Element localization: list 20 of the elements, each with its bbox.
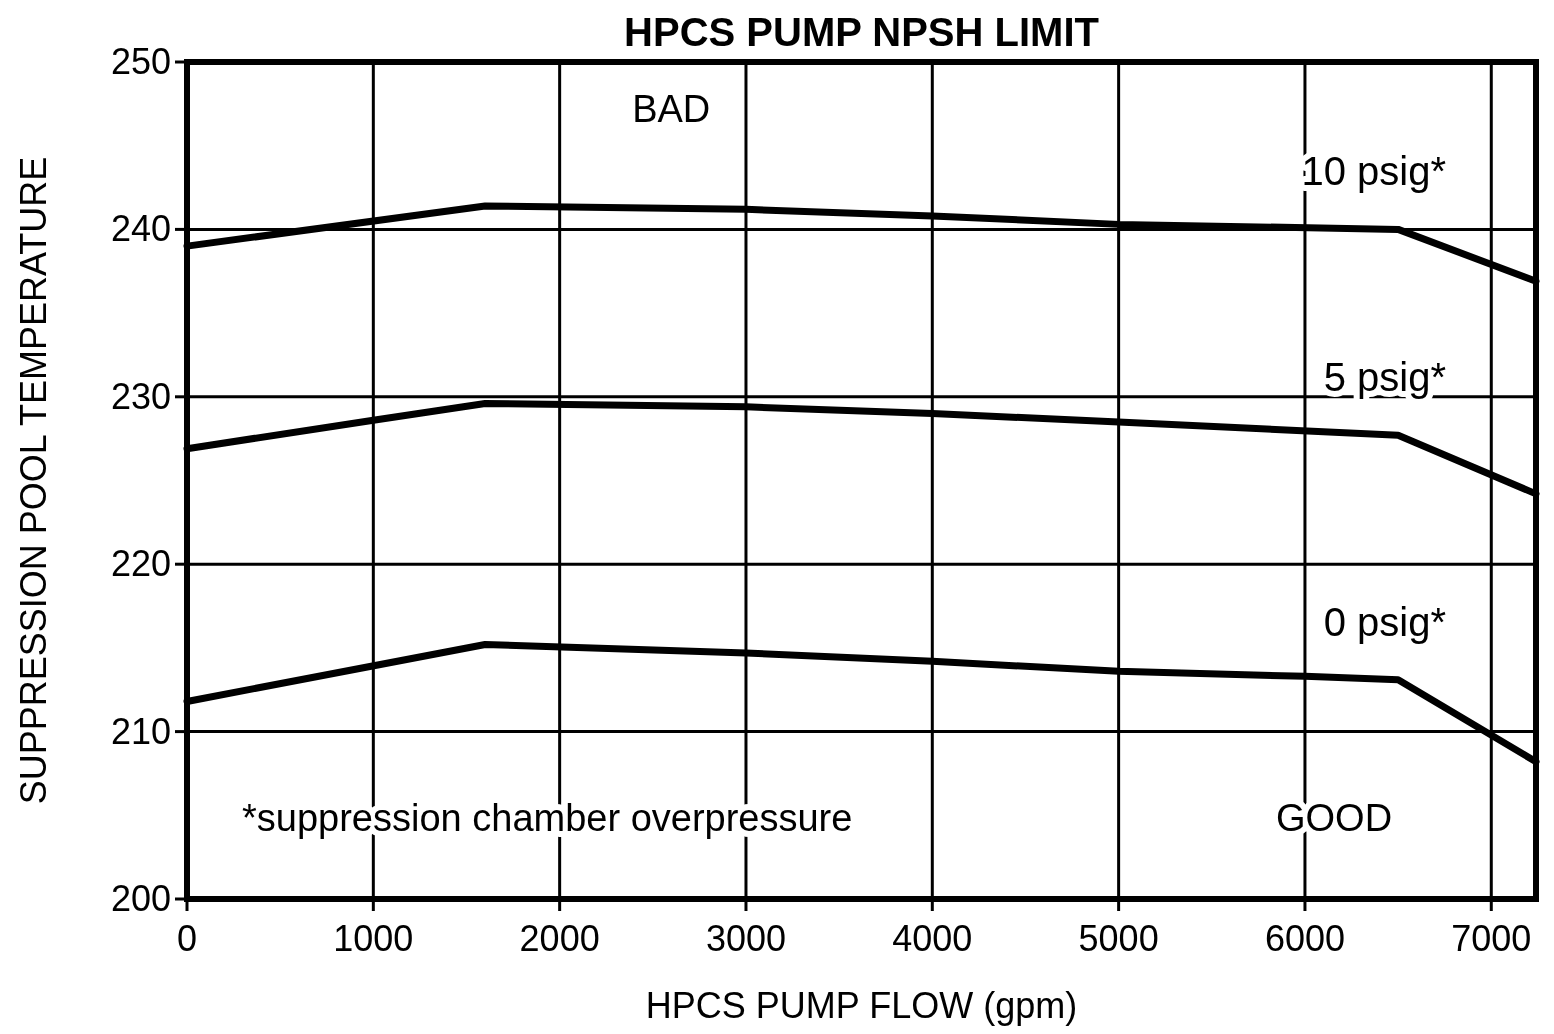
- y-tick-label: 220: [110, 543, 171, 585]
- y-tick-label: 210: [110, 710, 171, 752]
- series-label: 5 psig*: [1323, 355, 1446, 400]
- y-tick-label: 240: [110, 208, 171, 250]
- x-tick-label: 0: [176, 918, 198, 959]
- y-tick-label: 250: [110, 41, 171, 82]
- x-tick-label: 5000: [1078, 918, 1159, 959]
- x-tick-label: 1000: [333, 918, 414, 959]
- series-label: 0 psig*: [1323, 599, 1446, 644]
- annotation: BAD: [632, 88, 711, 130]
- x-tick-label: 3000: [705, 918, 787, 959]
- x-axis-title: HPCS PUMP FLOW (gpm): [645, 985, 1078, 1026]
- x-tick-label: 7000: [1451, 918, 1532, 959]
- x-tick-label: 2000: [519, 918, 600, 959]
- chart-title: HPCS PUMP NPSH LIMIT: [624, 10, 1099, 54]
- y-tick-label: 230: [110, 375, 171, 417]
- y-tick-label: 200: [110, 878, 171, 919]
- x-tick-label: 6000: [1264, 918, 1345, 959]
- x-tick-label: 4000: [892, 918, 973, 959]
- y-axis-title: SUPPRESSION POOL TEMPERATURE: [13, 156, 54, 805]
